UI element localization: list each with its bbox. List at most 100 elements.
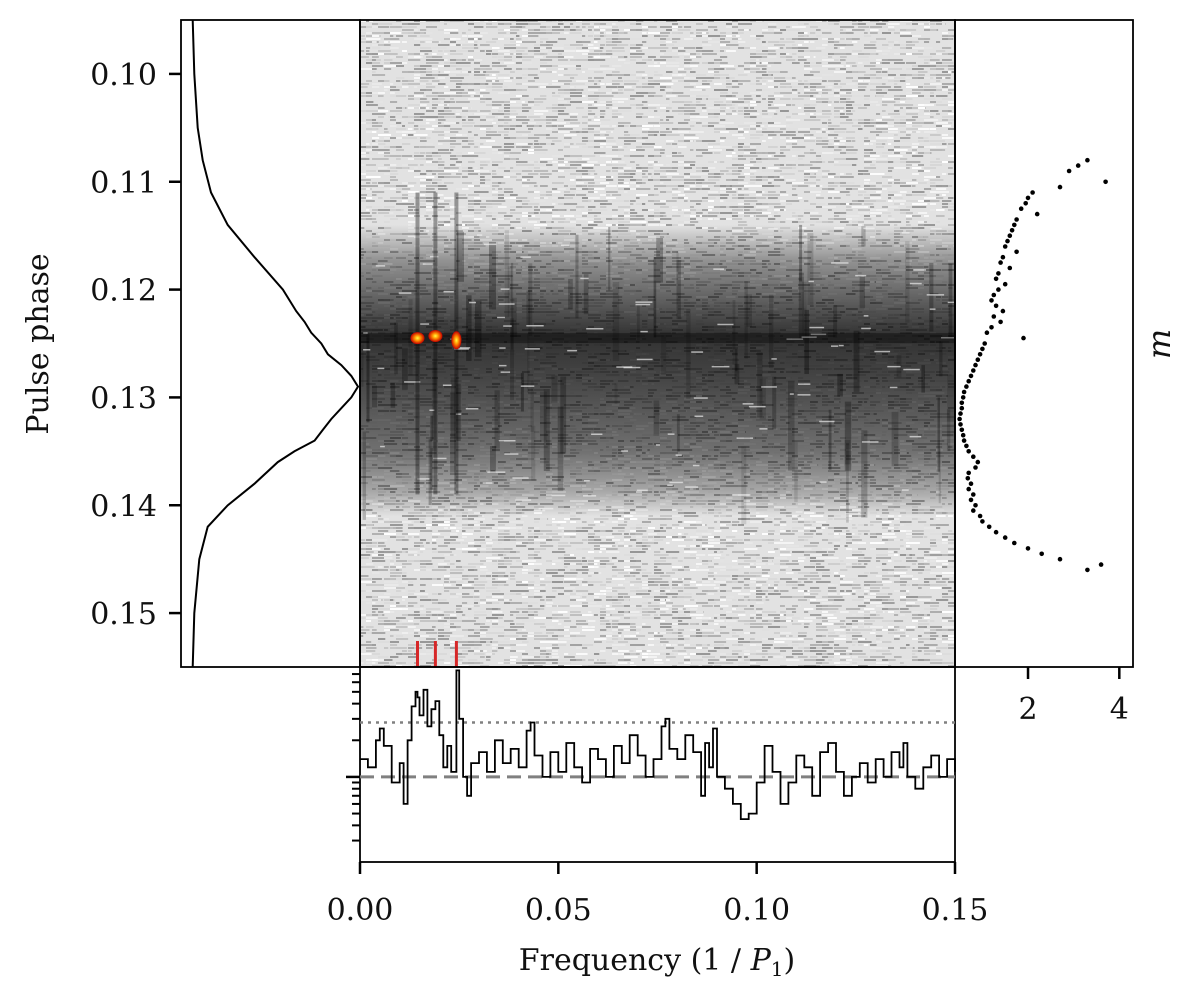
noise-speckle [510,167,514,169]
noise-speckle [462,134,468,136]
noise-speckle [504,29,513,31]
noise-speckle [864,137,869,139]
noise-speckle [600,56,611,58]
noise-speckle [672,41,677,43]
noise-speckle [588,113,596,115]
noise-speckle [888,23,900,25]
noise-speckle [372,71,376,73]
noise-speckle [462,167,473,169]
noise-speckle [390,215,395,217]
noise-speckle [918,128,930,130]
noise-speckle [666,41,675,43]
noise-speckle [720,140,725,142]
noise-speckle [600,35,604,37]
noise-speckle [624,125,629,127]
noise-speckle [600,137,608,139]
noise-speckle [630,203,634,205]
noise-speckle [558,104,568,106]
noise-speckle [366,152,370,154]
noise-speckle [558,98,570,100]
noise-speckle [414,113,425,115]
noise-speckle [402,26,417,28]
noise-speckle [888,182,893,184]
noise-speckle [888,197,892,199]
noise-speckle [522,26,526,28]
noise-speckle [750,146,757,148]
noise-speckle [942,164,954,166]
noise-speckle [402,155,413,157]
noise-speckle [840,110,844,112]
noise-speckle [420,71,432,73]
noise-speckle [402,83,412,85]
noise-speckle [792,182,806,184]
noise-speckle [468,113,473,115]
noise-speckle [768,203,781,205]
noise-speckle [474,23,484,25]
noise-speckle [450,140,456,142]
noise-speckle [390,122,397,124]
noise-speckle [594,50,603,52]
noise-speckle [876,128,891,130]
noise-speckle [846,110,851,112]
noise-speckle [684,77,690,79]
noise-speckle [732,155,737,157]
noise-speckle [582,197,590,199]
noise-speckle [450,167,459,169]
noise-speckle [426,95,440,97]
noise-speckle [366,155,375,157]
noise-speckle [510,107,525,109]
noise-speckle [840,140,850,142]
noise-speckle [894,200,909,202]
noise-speckle [948,197,954,199]
noise-speckle [690,158,704,160]
noise-speckle [846,65,850,67]
noise-speckle [942,110,952,112]
noise-speckle [756,71,767,73]
noise-speckle [690,62,697,64]
noise-speckle [780,164,784,166]
noise-speckle [786,137,790,139]
noise-speckle [864,80,876,82]
noise-speckle [864,161,872,163]
noise-speckle [852,20,857,22]
noise-speckle [888,113,903,115]
noise-speckle [456,65,471,67]
noise-speckle [894,86,902,88]
noise-speckle [408,122,415,124]
noise-speckle [798,80,802,82]
noise-speckle [744,68,751,70]
noise-speckle [660,26,672,28]
noise-speckle [720,62,728,64]
noise-speckle [948,89,955,91]
noise-speckle [942,185,947,187]
noise-speckle [654,218,662,220]
noise-speckle [684,137,699,139]
noise-speckle [432,179,442,181]
noise-speckle [882,59,894,61]
noise-speckle [540,176,549,178]
noise-speckle [420,140,427,142]
noise-speckle [570,221,578,223]
noise-speckle [810,32,816,34]
noise-speckle [414,38,428,40]
noise-speckle [936,80,941,82]
noise-speckle [780,110,789,112]
noise-speckle [846,83,856,85]
noise-speckle [618,107,632,109]
noise-speckle [888,74,896,76]
noise-speckle [822,131,826,133]
noise-speckle [540,158,553,160]
noise-speckle [462,59,466,61]
noise-speckle [888,128,898,130]
noise-speckle [762,212,771,214]
noise-speckle [732,173,741,175]
noise-speckle [630,95,644,97]
noise-speckle [858,53,865,55]
noise-speckle [648,137,659,139]
noise-speckle [402,137,417,139]
noise-speckle [678,167,686,169]
noise-speckle [504,176,513,178]
noise-speckle [906,182,921,184]
noise-speckle [876,191,882,193]
noise-speckle [636,77,643,79]
